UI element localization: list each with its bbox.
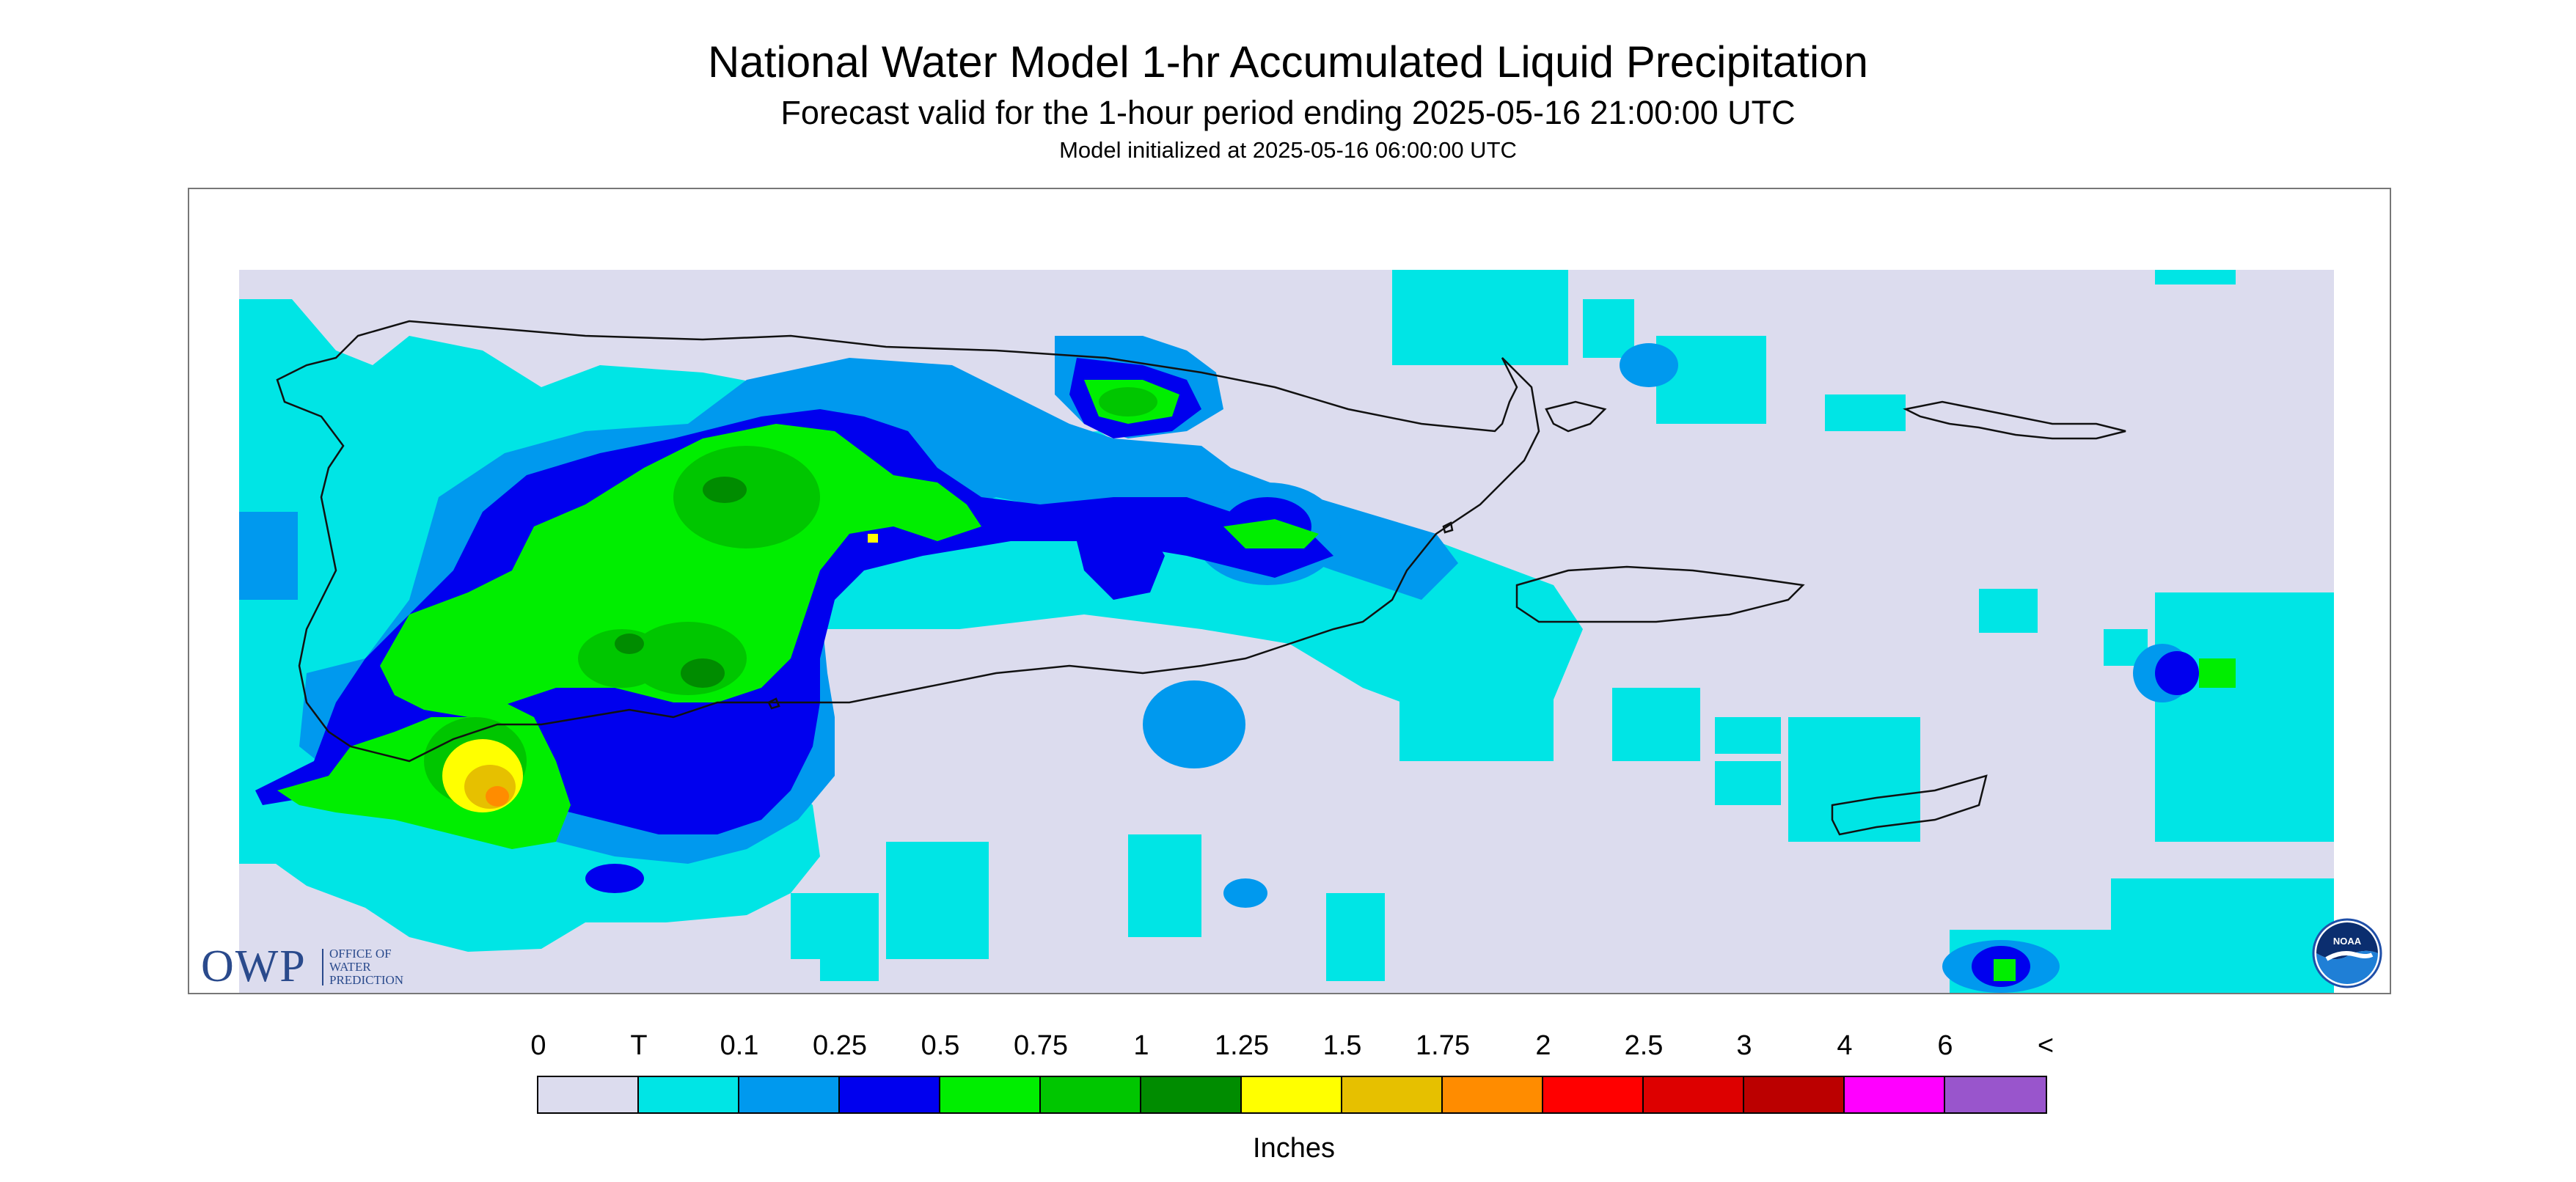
legend-tick-label: 2.5 — [1624, 1030, 1664, 1061]
coastline-small-island-2 — [1442, 521, 1454, 534]
legend-units: Inches — [1253, 1133, 1335, 1164]
legend-tick-label: 1 — [1133, 1030, 1149, 1061]
legend-tick-label: 0.25 — [813, 1030, 867, 1061]
legend-swatch — [1041, 1077, 1141, 1112]
legend-tick-label: 4 — [1837, 1030, 1853, 1061]
legend-tick-label: 1.25 — [1215, 1030, 1269, 1061]
legend-swatch — [1242, 1077, 1342, 1112]
coastline-outlines — [276, 320, 2126, 836]
legend-swatch — [940, 1077, 1041, 1112]
legend-tick-label: 0 — [530, 1030, 546, 1061]
legend-swatch — [1141, 1077, 1242, 1112]
precip-1-0-areas — [615, 477, 747, 688]
legend-swatch — [1644, 1077, 1744, 1112]
model-init-time: Model initialized at 2025-05-16 06:00:00… — [1059, 137, 1517, 163]
noaa-logo: NOAA — [2312, 918, 2382, 988]
legend-tick-label: < — [2037, 1030, 2054, 1061]
legend-tick-label: 6 — [1937, 1030, 1953, 1061]
legend-swatch — [1945, 1077, 2046, 1112]
legend-swatch — [1845, 1077, 1945, 1112]
owp-logo-name: OFFICE OF WATER PREDICTION — [329, 947, 403, 987]
map-title: National Water Model 1-hr Accumulated Li… — [708, 37, 1868, 87]
legend-swatch — [1342, 1077, 1443, 1112]
noaa-logo-text: NOAA — [2333, 936, 2362, 947]
legend: 0 T 0.1 0.25 0.5 0.75 1 1.25 1.5 1.75 2 2.5 3 4 6 < Inc… — [530, 1030, 2054, 1164]
legend-swatch — [840, 1077, 940, 1112]
legend-tick-label: 0.5 — [921, 1030, 960, 1061]
precipitation-map — [188, 188, 2391, 994]
legend-swatch — [639, 1077, 739, 1112]
legend-tick-label: 3 — [1736, 1030, 1752, 1061]
legend-tick-label: 0.75 — [1014, 1030, 1068, 1061]
legend-swatch — [739, 1077, 840, 1112]
legend-swatch — [1543, 1077, 1644, 1112]
legend-tick-label: 1.5 — [1322, 1030, 1362, 1061]
coastline-hispaniola-east — [276, 320, 1540, 763]
owp-logo-name-line: WATER — [329, 960, 371, 974]
owp-logo-name-line: PREDICTION — [329, 973, 404, 987]
owp-logo-name-line: OFFICE OF — [329, 947, 392, 961]
legend-swatch — [538, 1077, 639, 1112]
precip-heavy-core — [442, 534, 878, 812]
legend-tick-label: 2 — [1535, 1030, 1551, 1061]
legend-tick-label: 1.75 — [1416, 1030, 1470, 1061]
coastline-virgin-islands — [1903, 400, 2126, 440]
coastline-small-island-1 — [1545, 400, 1607, 433]
precipitation-map-canvas — [189, 189, 2390, 993]
owp-logo: OWP OFFICE OF WATER PREDICTION — [201, 941, 436, 991]
legend-tick-label: T — [630, 1030, 648, 1061]
legend-swatch — [1443, 1077, 1543, 1112]
legend-color-bar — [537, 1076, 2047, 1114]
coastline-st-croix — [1831, 774, 1988, 836]
map-subtitle: Forecast valid for the 1-hour period end… — [780, 94, 1796, 131]
legend-swatch — [1744, 1077, 1845, 1112]
owp-logo-letters: OWP — [201, 941, 307, 991]
legend-tick-label: 0.1 — [720, 1030, 759, 1061]
owp-logo-divider — [322, 949, 323, 985]
coastline-puerto-rico — [1515, 565, 1805, 623]
coastline-islet — [767, 697, 780, 710]
